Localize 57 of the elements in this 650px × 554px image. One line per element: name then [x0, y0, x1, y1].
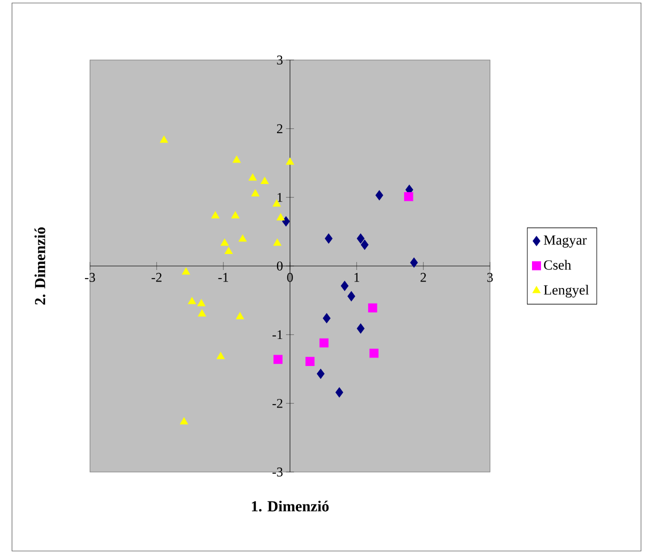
point	[220, 238, 229, 246]
y-tick-label: -3	[272, 468, 283, 476]
point	[368, 303, 378, 312]
point	[273, 354, 283, 364]
point	[224, 246, 233, 254]
point	[251, 189, 260, 196]
point	[286, 158, 294, 165]
legend-label: Lengyel	[544, 284, 589, 298]
y-tick-label: -1	[272, 330, 282, 340]
x-tick-label: -3	[84, 272, 96, 282]
point	[335, 387, 344, 398]
point	[369, 348, 379, 358]
point	[324, 233, 333, 244]
point	[231, 211, 240, 218]
point	[282, 216, 290, 226]
point	[197, 299, 206, 306]
point	[375, 190, 384, 200]
point	[305, 356, 315, 366]
legend-label: Cseh	[544, 260, 572, 270]
point	[356, 323, 365, 334]
x-tick-label: -2	[152, 272, 162, 282]
point	[319, 338, 329, 348]
point	[356, 233, 365, 244]
point	[188, 297, 196, 304]
point	[404, 192, 414, 202]
y-axis-title: 2. Dimenzió	[34, 227, 46, 305]
point	[238, 234, 247, 242]
y-tick-label: 3	[277, 56, 283, 64]
point	[273, 238, 282, 246]
point	[182, 268, 190, 275]
point	[211, 211, 220, 218]
x-axis-title: 1. Dimenzió	[252, 500, 329, 512]
y-tick-label: 2	[277, 124, 282, 134]
point	[322, 313, 331, 324]
x-tick-label: -1	[218, 272, 228, 282]
x-tick-label: 2	[420, 272, 426, 282]
point	[216, 352, 225, 360]
y-tick-label: -2	[272, 398, 282, 408]
point	[180, 417, 188, 424]
point	[316, 368, 325, 379]
point	[232, 156, 241, 163]
point	[410, 258, 418, 268]
point	[236, 312, 244, 320]
point	[198, 309, 206, 317]
x-tick-label: 1	[354, 272, 360, 282]
y-tick-label: 1	[278, 192, 282, 202]
y-tick-label: 0	[276, 262, 283, 270]
point	[160, 136, 168, 143]
point	[276, 213, 285, 220]
point	[360, 240, 369, 250]
legend-label: Magyar	[544, 235, 587, 248]
x-tick-label: 3	[487, 272, 493, 282]
point	[347, 291, 356, 302]
point	[340, 280, 349, 291]
point	[248, 173, 257, 181]
x-tick-label: 0	[287, 272, 293, 282]
point	[260, 176, 269, 184]
